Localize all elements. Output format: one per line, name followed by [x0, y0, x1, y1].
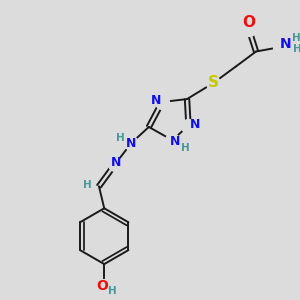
Text: N: N	[280, 37, 291, 51]
Text: H: H	[83, 180, 92, 190]
Text: H: H	[116, 133, 124, 143]
Text: S: S	[208, 75, 219, 90]
Text: N: N	[150, 94, 161, 107]
Text: O: O	[96, 279, 108, 293]
Text: N: N	[111, 156, 122, 169]
Text: H: H	[293, 44, 300, 54]
Text: H: H	[292, 33, 300, 43]
Text: H: H	[181, 143, 190, 153]
Text: H: H	[108, 286, 117, 296]
Text: N: N	[190, 118, 200, 130]
Text: O: O	[242, 15, 255, 30]
Text: N: N	[170, 135, 181, 148]
Text: N: N	[126, 136, 136, 150]
